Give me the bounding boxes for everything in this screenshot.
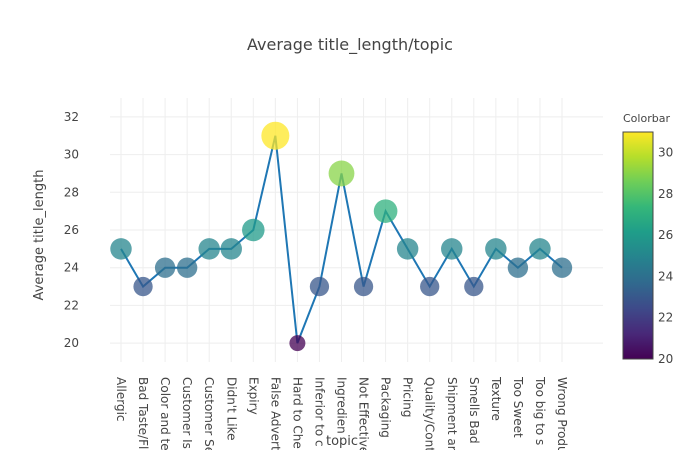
x-tick-label: Allergic — [114, 377, 128, 422]
x-tick-label: Too big to s — [533, 376, 547, 445]
colorbar-gradient — [622, 131, 654, 360]
x-tick-label: Smells Bad — [467, 377, 481, 444]
data-point — [353, 276, 374, 297]
x-tick-label: Expiry — [246, 377, 260, 415]
x-tick-label: False Advert — [268, 377, 282, 450]
data-point — [396, 238, 419, 260]
y-tick-label: 30 — [64, 148, 79, 162]
x-tick-label: Customer Se — [202, 377, 216, 450]
data-point — [289, 335, 306, 352]
y-axis-title: Average title_length — [32, 170, 47, 301]
x-tick-label: Texture — [489, 376, 503, 421]
data-point — [242, 218, 265, 242]
x-tick-label: Customer Is — [180, 377, 194, 449]
y-axis-ticks: 20 22 24 26 28 30 32 — [64, 110, 79, 350]
data-point — [551, 257, 573, 278]
y-tick-label: 32 — [64, 110, 79, 124]
grid — [110, 98, 603, 362]
x-tick-label: Ingredien — [335, 377, 349, 434]
data-point — [133, 276, 153, 297]
data-point — [220, 238, 242, 260]
series — [110, 121, 573, 352]
colorbar-tick-label: 30 — [658, 146, 673, 160]
x-tick-label: Wrong Produ — [555, 377, 569, 450]
data-point — [198, 238, 220, 260]
y-tick-label: 20 — [64, 336, 79, 350]
colorbar-tick-label: 22 — [658, 311, 673, 325]
data-point — [328, 160, 355, 187]
colorbar-tick-label: 20 — [658, 352, 673, 366]
data-point — [464, 276, 484, 297]
data-point — [441, 238, 463, 260]
chart-title: Average title_length/topic — [247, 35, 453, 55]
x-tick-label: Pricing — [401, 377, 415, 417]
data-point — [309, 276, 330, 297]
x-tick-label: Inferior to c — [312, 377, 326, 447]
colorbar-title: Colorbar — [623, 112, 670, 125]
colorbar: Colorbar 20 22 24 26 28 30 — [622, 112, 673, 366]
x-axis-ticks: Allergic Bad Taste/Fl Color and te Customer… — [114, 376, 569, 450]
y-tick-label: 24 — [64, 261, 79, 275]
data-point — [507, 257, 529, 278]
data-point — [261, 121, 290, 150]
colorbar-ticks: 20 22 24 26 28 30 — [658, 146, 673, 366]
x-axis-title: topic — [326, 434, 358, 449]
colorbar-tick-label: 28 — [658, 187, 673, 201]
data-point — [485, 238, 507, 260]
data-point — [176, 257, 198, 278]
x-tick-label: Color and te — [158, 377, 172, 450]
data-point — [529, 238, 551, 260]
x-tick-label: Shipment ar — [445, 377, 459, 450]
data-point — [154, 257, 176, 278]
colorbar-tick-label: 24 — [658, 269, 673, 283]
data-point — [110, 238, 132, 260]
x-tick-label: Hard to Che — [290, 377, 304, 449]
x-tick-label: Too Sweet — [511, 376, 525, 438]
y-tick-label: 26 — [64, 223, 79, 237]
y-tick-label: 28 — [64, 185, 79, 199]
y-tick-label: 22 — [64, 298, 79, 312]
x-tick-label: Packaging — [379, 377, 393, 438]
colorbar-tick-label: 26 — [658, 228, 673, 242]
x-tick-label: Bad Taste/Fl — [136, 377, 150, 449]
x-tick-label: Didn't Like — [224, 377, 238, 441]
x-tick-label: Not Effective — [357, 377, 371, 450]
data-point — [373, 199, 398, 223]
x-tick-label: Quality/Cont — [423, 377, 437, 450]
data-point — [420, 276, 440, 297]
